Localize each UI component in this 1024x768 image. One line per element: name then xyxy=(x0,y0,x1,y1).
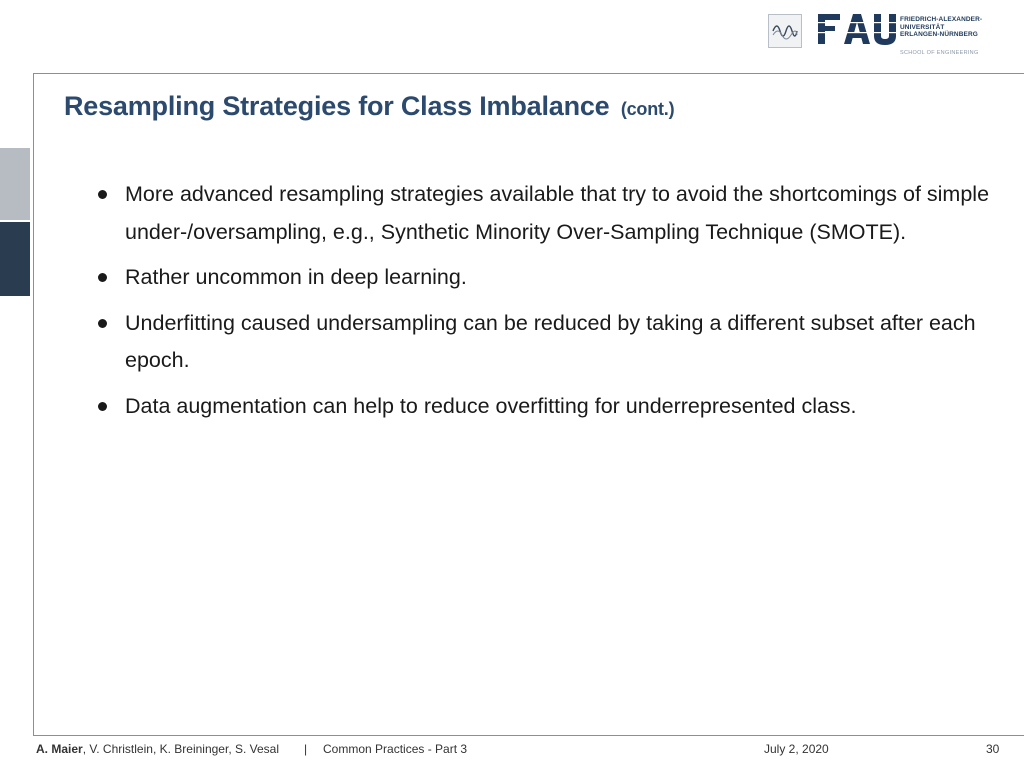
lme-logo xyxy=(768,14,802,48)
bullet-dot-icon xyxy=(98,401,107,411)
bullet-item: Underfitting caused undersampling can be… xyxy=(96,305,1006,380)
bullet-item: More advanced resampling strategies avai… xyxy=(96,176,1006,251)
fau-wordmark xyxy=(818,14,898,45)
slide-title-text: Resampling Strategies for Class Imbalanc… xyxy=(64,91,610,121)
bullet-dot-icon xyxy=(98,190,107,199)
footer-course: Common Practices - Part 3 xyxy=(323,742,468,756)
fau-logo: FRIEDRICH-ALEXANDER- UNIVERSITÄT ERLANGE… xyxy=(818,12,988,60)
bullet-item: Rather uncommon in deep learning. xyxy=(96,259,1006,297)
bullet-item: Data augmentation can help to reduce ove… xyxy=(96,388,1006,426)
footer-date: July 2, 2020 xyxy=(764,742,829,756)
slide-footer: A. Maier, V. Christlein, K. Breininger, … xyxy=(0,740,1024,760)
slide-title: Resampling Strategies for Class Imbalanc… xyxy=(64,91,675,122)
bullet-list: More advanced resampling strategies avai… xyxy=(96,176,1006,433)
bullet-dot-icon xyxy=(98,273,107,282)
side-marker-light xyxy=(0,148,30,220)
slide-title-suffix: (cont.) xyxy=(620,99,675,119)
university-name: FRIEDRICH-ALEXANDER- UNIVERSITÄT ERLANGE… xyxy=(900,16,983,38)
bullet-text: Data augmentation can help to reduce ove… xyxy=(125,393,857,418)
coauthors: , V. Christlein, K. Breininger, S. Vesal xyxy=(82,742,280,756)
footer-authors: A. Maier, V. Christlein, K. Breininger, … xyxy=(36,742,279,756)
content-frame xyxy=(33,73,1024,736)
footer-separator: | xyxy=(304,742,308,756)
page-number: 30 xyxy=(986,742,1000,756)
school-name: SCHOOL OF ENGINEERING xyxy=(900,50,979,56)
bullet-text: Underfitting caused undersampling can be… xyxy=(125,310,976,373)
bullet-text: More advanced resampling strategies avai… xyxy=(125,182,990,244)
bullet-dot-icon xyxy=(98,318,107,328)
lead-author: A. Maier xyxy=(36,742,83,756)
side-marker-dark xyxy=(0,222,30,296)
bullet-text: Rather uncommon in deep learning. xyxy=(125,265,467,289)
signal-wave-icon xyxy=(772,25,798,40)
